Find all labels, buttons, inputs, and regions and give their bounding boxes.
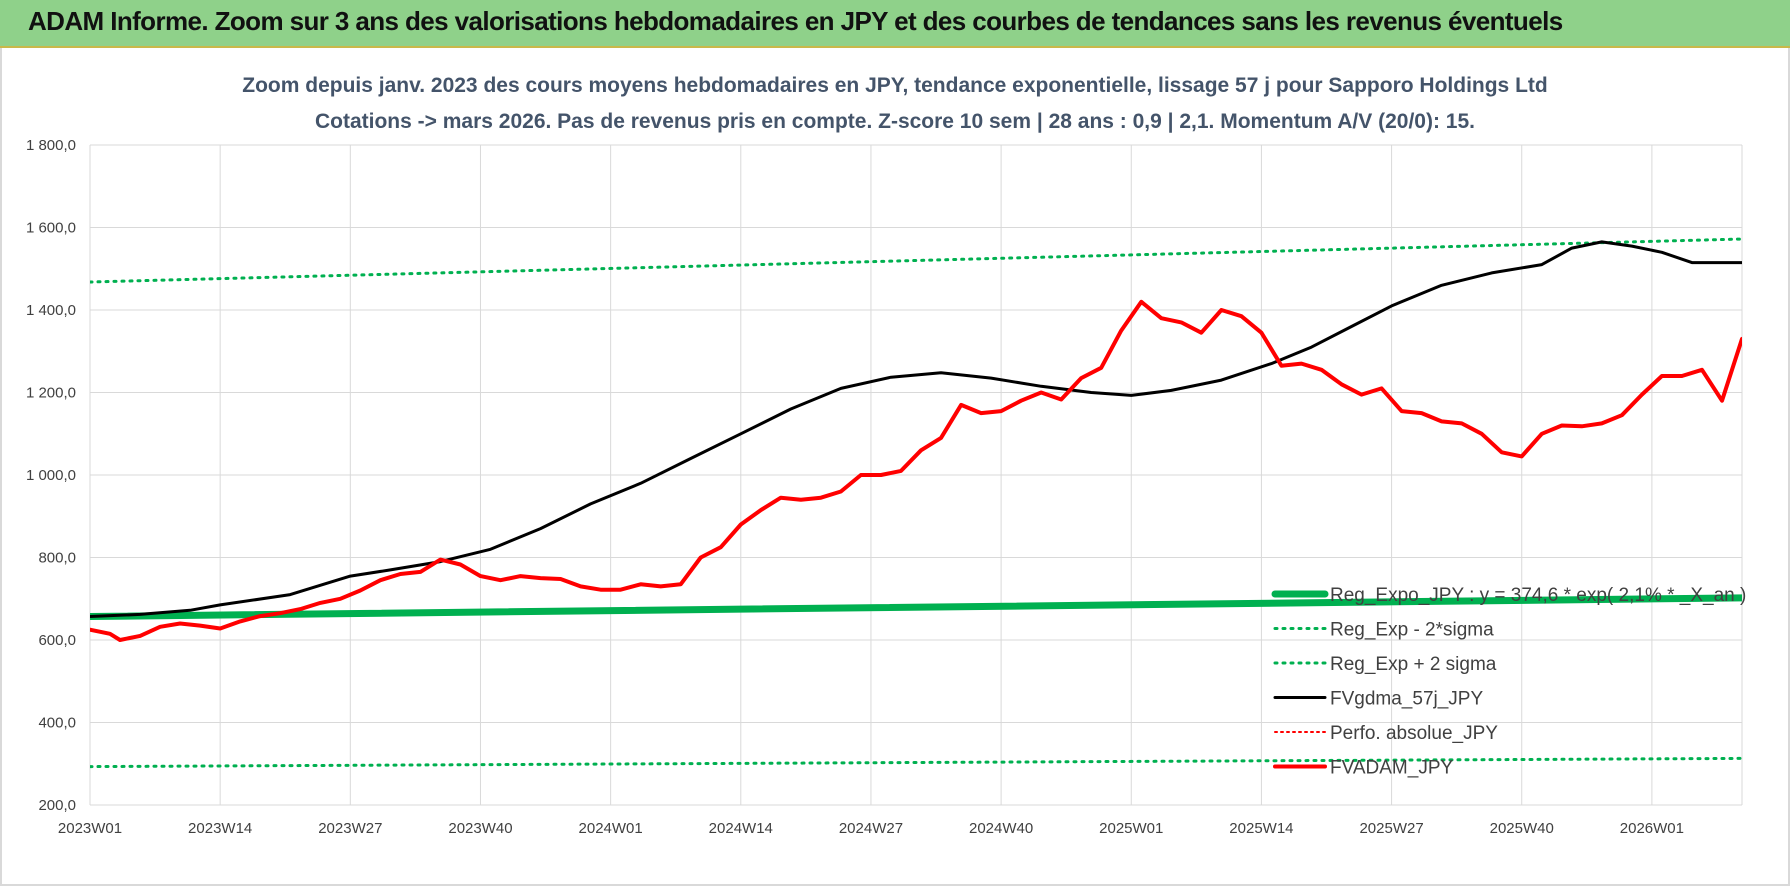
x-axis: 2023W01 2023W14 2023W27 2023W40 2024W01 2024W… xyxy=(58,820,1684,837)
legend-label: Reg_Expo_JPY : y = 374,6 * exp( 2,1% * _… xyxy=(1330,585,1746,606)
x-tick-label: 2023W27 xyxy=(318,820,382,837)
y-tick-label: 600,0 xyxy=(38,632,76,649)
chart-title: Zoom depuis janv. 2023 des cours moyens … xyxy=(242,74,1547,97)
report-banner: ADAM Informe. Zoom sur 3 ans des valoris… xyxy=(0,0,1790,48)
series-line-reg-exp-2-sigma xyxy=(90,237,1742,284)
x-tick-label: 2024W40 xyxy=(969,820,1033,837)
x-tick-label: 2024W01 xyxy=(579,820,643,837)
y-tick-label: 400,0 xyxy=(38,715,76,732)
plot-series xyxy=(90,237,1742,769)
report-title: ADAM Informe. Zoom sur 3 ans des valoris… xyxy=(28,6,1563,36)
legend-label: Reg_Exp + 2 sigma xyxy=(1330,654,1497,675)
x-tick-label: 2023W14 xyxy=(188,820,252,837)
chart-subtitle: Cotations -> mars 2026. Pas de revenus p… xyxy=(315,110,1475,133)
chart-frame xyxy=(0,48,1790,886)
y-tick-label: 1 200,0 xyxy=(26,385,76,402)
legend-label: Reg_Exp - 2*sigma xyxy=(1330,620,1494,641)
series-line-reg-exp-2-sigma xyxy=(90,756,1742,769)
x-tick-label: 2026W01 xyxy=(1620,820,1684,837)
x-tick-label: 2024W27 xyxy=(839,820,903,837)
legend-label: FVgdma_57j_JPY xyxy=(1330,689,1483,710)
legend-label: Perfo. absolue_JPY xyxy=(1330,723,1498,744)
x-tick-label: 2024W14 xyxy=(709,820,773,837)
legend-label: FVADAM_JPY xyxy=(1330,758,1454,779)
x-tick-label: 2025W14 xyxy=(1229,820,1293,837)
y-axis: 200,0 400,0 600,0 800,0 1 000,0 1 200,0 1 400,… xyxy=(26,137,76,814)
x-tick-label: 2023W40 xyxy=(448,820,512,837)
y-tick-label: 800,0 xyxy=(38,550,76,567)
grid-lines xyxy=(89,144,1743,806)
series-line-reg-expo-jpy-y-374-6-exp-2-1-x-an xyxy=(90,594,1742,620)
y-tick-label: 200,0 xyxy=(38,797,76,814)
x-tick-label: 2025W27 xyxy=(1359,820,1423,837)
x-tick-label: 2023W01 xyxy=(58,820,122,837)
x-tick-label: 2025W01 xyxy=(1099,820,1163,837)
y-tick-label: 1 600,0 xyxy=(26,220,76,237)
y-tick-label: 1 400,0 xyxy=(26,302,76,319)
series-line-fvadam-jpy xyxy=(90,299,1742,642)
y-tick-label: 1 000,0 xyxy=(26,467,76,484)
legend: Reg_Expo_JPY : y = 374,6 * exp( 2,1% * _… xyxy=(1271,585,1746,779)
series-line-fvgdma-57j-jpy xyxy=(90,240,1742,618)
y-tick-label: 1 800,0 xyxy=(26,137,76,154)
x-tick-label: 2025W40 xyxy=(1490,820,1554,837)
